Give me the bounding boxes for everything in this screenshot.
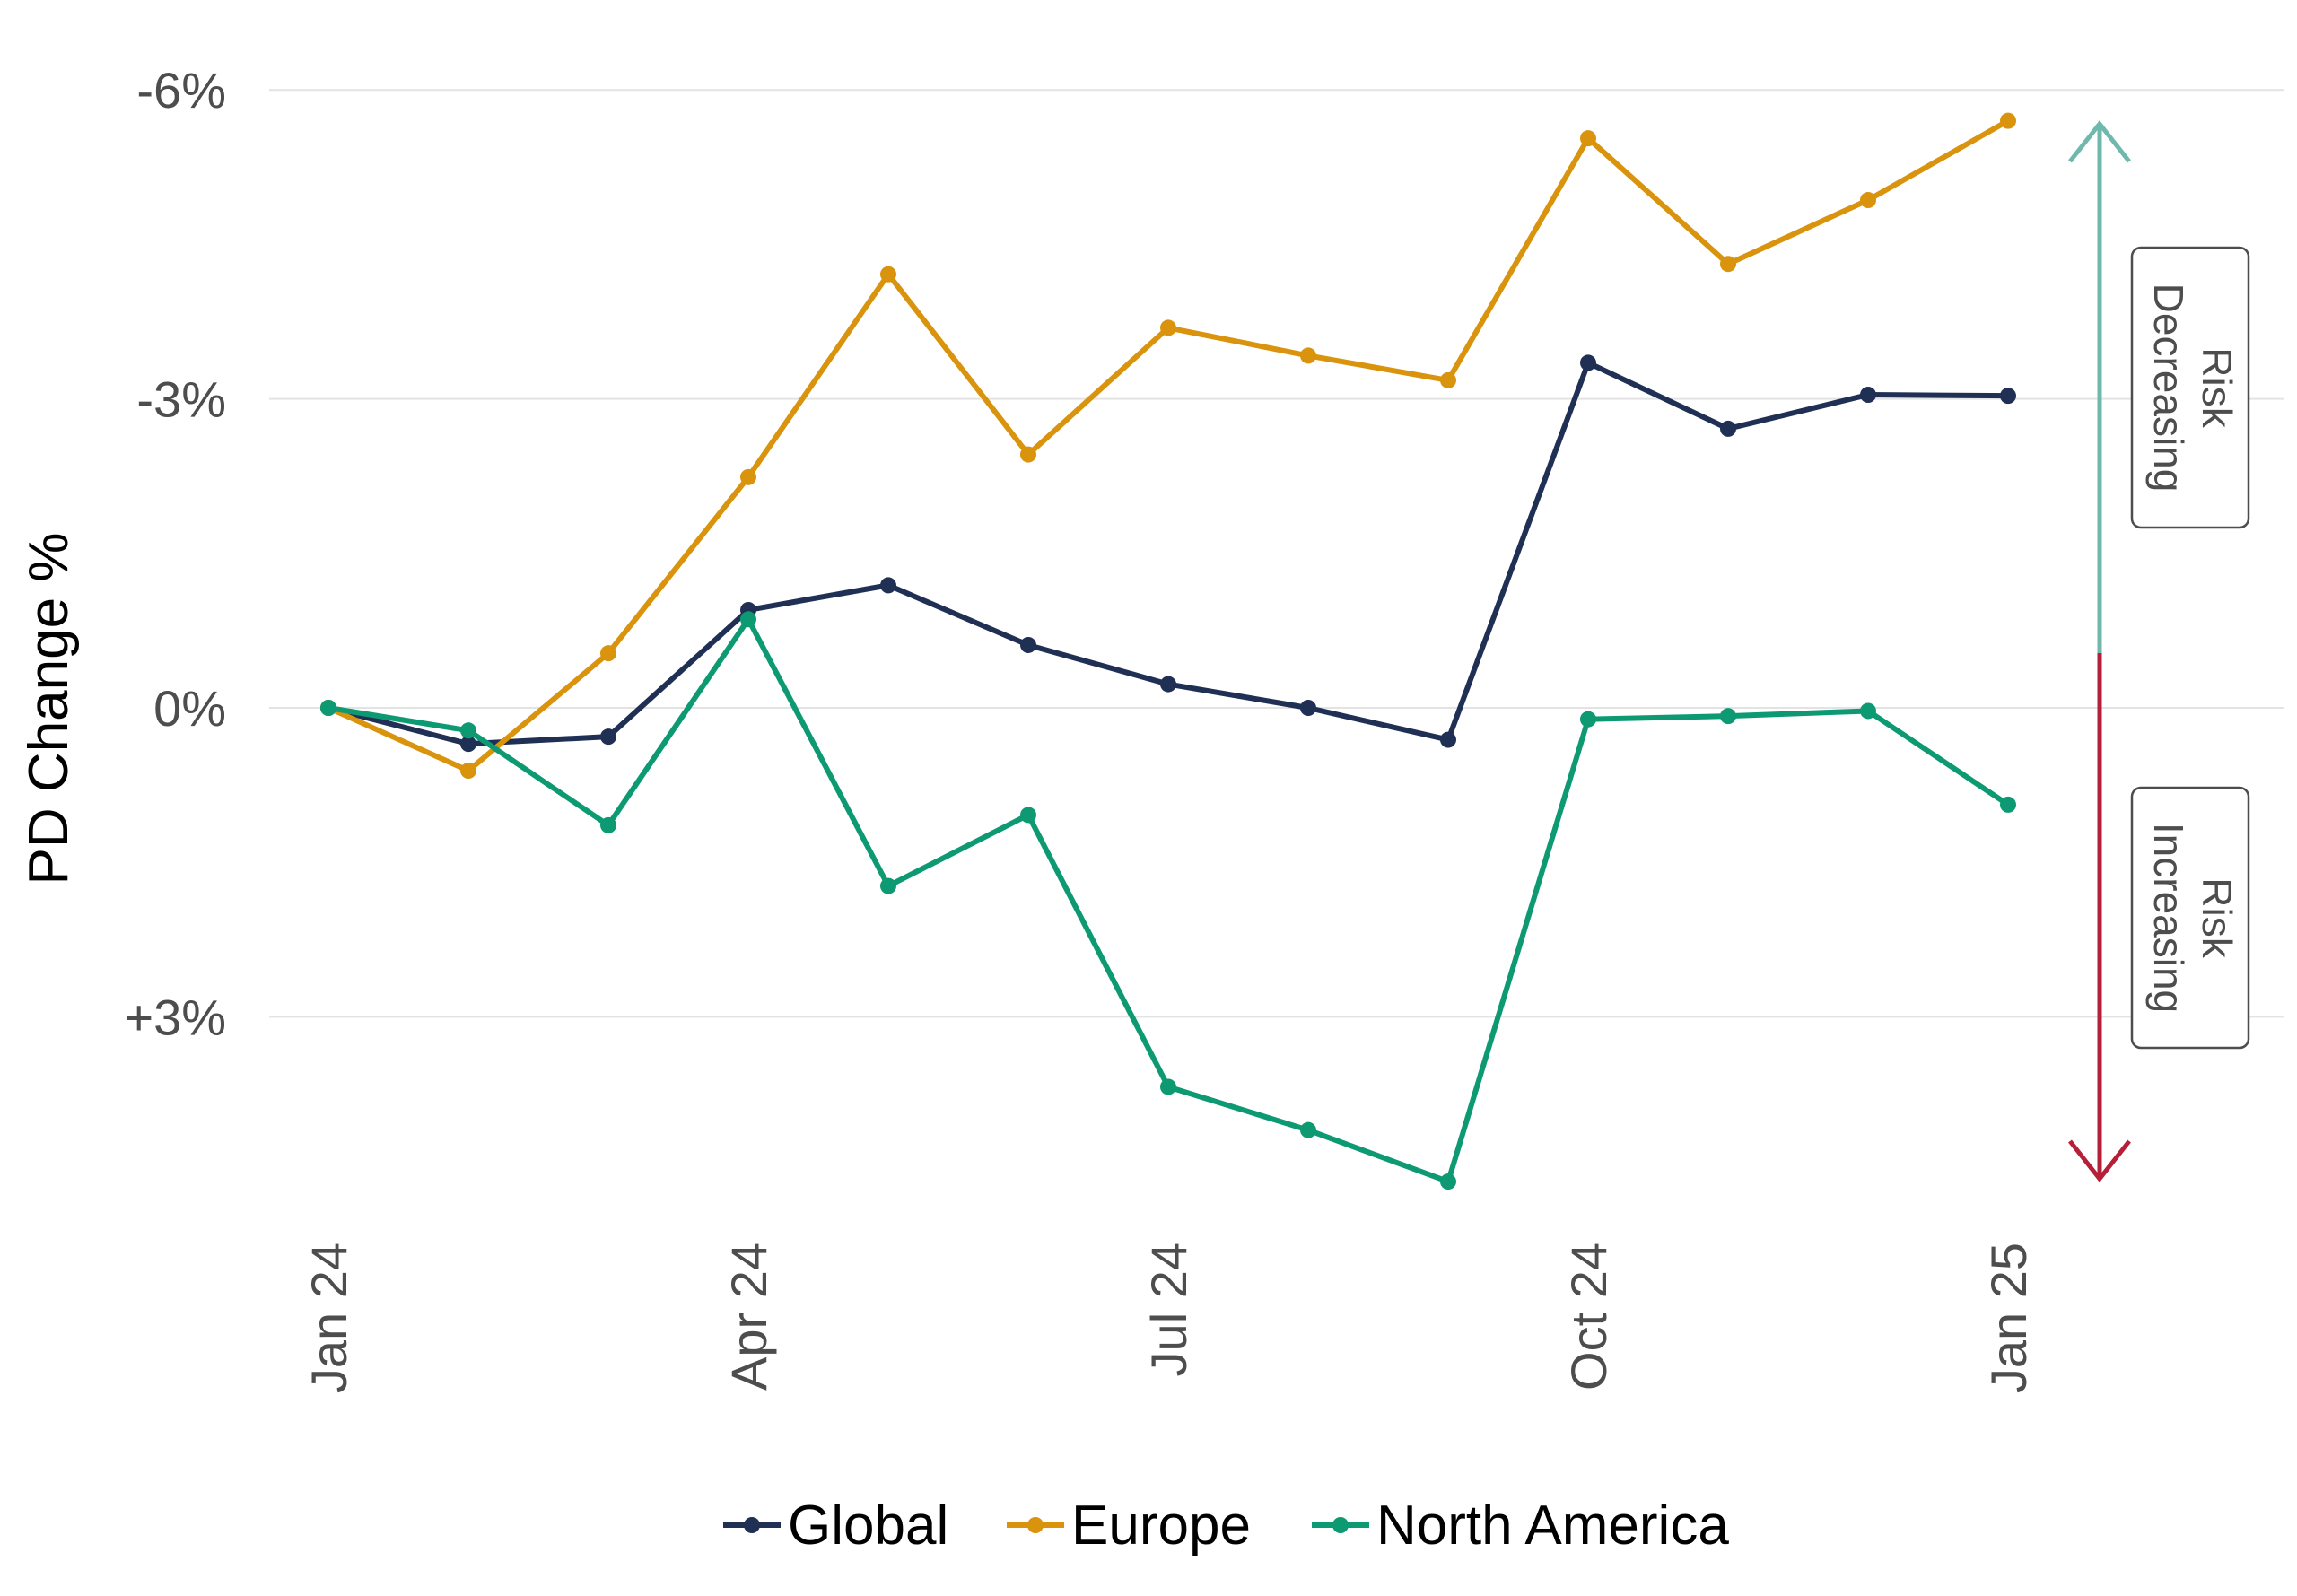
data-point bbox=[1300, 1121, 1316, 1138]
data-point bbox=[600, 728, 616, 746]
data-point bbox=[600, 816, 616, 833]
data-point bbox=[320, 700, 336, 716]
y-tick-label: -3% bbox=[136, 371, 226, 428]
y-tick-label: +3% bbox=[124, 989, 226, 1045]
data-point bbox=[1580, 354, 1596, 371]
legend-item-europe: Europe bbox=[1007, 1495, 1251, 1557]
legend-label-global: Global bbox=[788, 1495, 948, 1557]
risk-annotation: Risk Decreasing Risk Increasing bbox=[2068, 119, 2250, 1183]
data-point bbox=[2000, 112, 2016, 129]
data-point bbox=[1440, 371, 1456, 388]
series bbox=[320, 112, 2016, 1190]
data-point bbox=[1720, 256, 1736, 273]
risk-decreasing-line2: Decreasing bbox=[2145, 283, 2192, 493]
data-point bbox=[880, 266, 896, 283]
y-tick-label: 0% bbox=[153, 680, 226, 737]
x-tick-labels: Jan 24 Apr 24 Jul 24 Oct 24 Jan 25 bbox=[301, 1243, 2037, 1393]
y-tick-labels: -6% -3% 0% +3% bbox=[124, 62, 226, 1045]
legend-item-global: Global bbox=[723, 1495, 948, 1557]
data-point bbox=[1580, 711, 1596, 728]
data-point bbox=[1860, 192, 1876, 209]
data-point bbox=[1300, 700, 1316, 716]
x-tick-label: Jan 25 bbox=[1980, 1243, 2037, 1393]
risk-decreasing-box bbox=[2130, 246, 2250, 529]
legend-label-europe: Europe bbox=[1071, 1495, 1251, 1557]
data-point bbox=[1860, 387, 1876, 404]
data-point bbox=[1020, 807, 1036, 824]
series-global bbox=[320, 354, 2016, 753]
x-tick-label: Jul 24 bbox=[1140, 1243, 1197, 1376]
data-point bbox=[740, 611, 756, 628]
series-north-america bbox=[320, 611, 2016, 1190]
data-point bbox=[740, 468, 756, 485]
data-point bbox=[2000, 796, 2016, 813]
series-line bbox=[328, 616, 2010, 1185]
legend-label-north-america: North America bbox=[1376, 1495, 1729, 1557]
legend: Global Europe North America bbox=[723, 1495, 1729, 1557]
data-point bbox=[1020, 636, 1036, 653]
data-point bbox=[2000, 388, 2016, 405]
series-line bbox=[327, 118, 2010, 774]
risk-increasing-line2: Increasing bbox=[2145, 823, 2192, 1013]
x-tick-label: Apr 24 bbox=[721, 1243, 777, 1391]
risk-decreasing-line1: Risk bbox=[2194, 347, 2240, 428]
risk-increasing-line1: Risk bbox=[2194, 877, 2240, 958]
data-point bbox=[1860, 702, 1876, 720]
x-tick-label: Jan 24 bbox=[301, 1243, 357, 1393]
y-tick-label: -6% bbox=[136, 62, 226, 118]
risk-increasing-box bbox=[2130, 786, 2250, 1050]
legend-item-north-america: North America bbox=[1312, 1495, 1729, 1557]
risk-increasing-arrowhead bbox=[2068, 1139, 2131, 1183]
risk-decreasing-arrowhead bbox=[2068, 119, 2131, 163]
data-point bbox=[1300, 347, 1316, 364]
data-point bbox=[1160, 319, 1176, 336]
data-point bbox=[1160, 676, 1176, 693]
x-tick-label: Oct 24 bbox=[1560, 1243, 1617, 1391]
data-point bbox=[1020, 446, 1036, 463]
data-point bbox=[600, 645, 616, 662]
data-point bbox=[1440, 1173, 1456, 1190]
data-point bbox=[460, 763, 476, 780]
y-axis-title: PD Change % bbox=[18, 533, 80, 885]
data-point bbox=[1580, 130, 1596, 147]
data-point bbox=[880, 877, 896, 894]
data-point bbox=[460, 736, 476, 753]
data-point bbox=[1160, 1078, 1176, 1095]
data-point bbox=[880, 577, 896, 594]
data-point bbox=[1720, 420, 1736, 437]
data-point bbox=[460, 722, 476, 739]
data-point bbox=[1720, 708, 1736, 725]
data-point bbox=[1440, 731, 1456, 748]
gridlines bbox=[269, 89, 2284, 1018]
